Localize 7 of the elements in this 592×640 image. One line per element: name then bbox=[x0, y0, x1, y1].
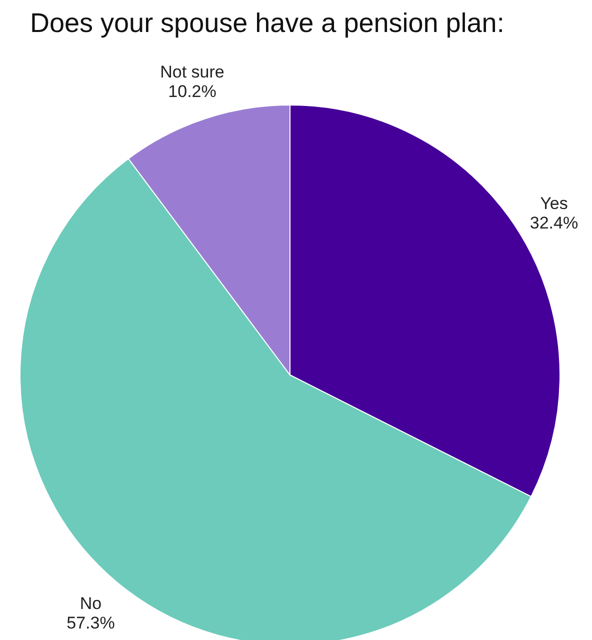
slice-label: Not sure bbox=[160, 62, 224, 82]
data-label: 10.2% bbox=[168, 82, 216, 101]
slice-label: No bbox=[80, 594, 102, 614]
chart-title: Does your spouse have a pension plan: bbox=[30, 8, 504, 39]
data-label: 32.4% bbox=[530, 214, 578, 233]
slice-label: Yes bbox=[540, 194, 568, 214]
data-label: 57.3% bbox=[66, 614, 115, 633]
